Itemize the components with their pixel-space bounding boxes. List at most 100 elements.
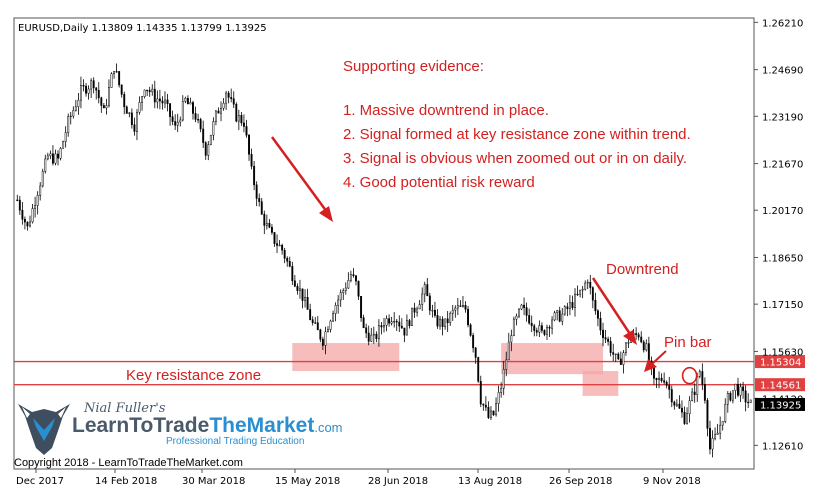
evidence-item-2: 2. Signal formed at key resistance zone … bbox=[343, 126, 691, 143]
brand-suffix: .com bbox=[314, 420, 342, 435]
candle-body bbox=[248, 134, 250, 155]
candle-body bbox=[34, 205, 37, 209]
time-tick-label: 14 Feb 2018 bbox=[95, 476, 157, 487]
candle-body bbox=[212, 121, 215, 136]
candle-body bbox=[624, 342, 627, 353]
candle-body bbox=[663, 380, 666, 383]
candle-body bbox=[357, 280, 360, 297]
candle-body bbox=[441, 318, 444, 327]
candle-body bbox=[385, 318, 388, 326]
candle-body bbox=[220, 107, 222, 114]
candle-body bbox=[176, 121, 179, 126]
candle-body bbox=[281, 244, 284, 251]
candle-body bbox=[439, 318, 441, 327]
candle-body bbox=[635, 333, 638, 335]
candle-body bbox=[79, 85, 82, 101]
candle-body bbox=[737, 383, 739, 396]
candle-body bbox=[551, 319, 554, 329]
candle-body bbox=[571, 302, 574, 308]
candle-body bbox=[512, 318, 515, 336]
candle-body bbox=[181, 101, 184, 121]
candle-body bbox=[355, 275, 357, 282]
candle-body bbox=[365, 327, 368, 334]
candle-body bbox=[477, 357, 480, 382]
level-price-label-2: 1.14561 bbox=[760, 381, 801, 392]
candle-body bbox=[688, 400, 691, 414]
candle-body bbox=[428, 295, 431, 311]
candle-body bbox=[97, 90, 100, 99]
candle-body bbox=[528, 315, 531, 324]
candle-body bbox=[87, 88, 90, 94]
candle-body bbox=[62, 141, 65, 149]
candle-body bbox=[276, 243, 278, 246]
candle-body bbox=[658, 377, 660, 380]
candle-body bbox=[329, 320, 332, 330]
candle-body bbox=[319, 329, 322, 340]
price-tick-label: 1.24690 bbox=[762, 66, 803, 77]
candle-body bbox=[596, 310, 599, 319]
resistance-zone-3 bbox=[582, 371, 619, 396]
candle-body bbox=[156, 98, 159, 103]
candle-body bbox=[250, 154, 253, 167]
candle-body bbox=[426, 284, 429, 297]
resistance-zone-1 bbox=[292, 343, 400, 372]
candle-body bbox=[230, 97, 233, 99]
evidence-item-1: 1. Massive downtrend in place. bbox=[343, 102, 549, 119]
candle-body bbox=[299, 288, 301, 291]
candle-body bbox=[36, 195, 39, 206]
candle-body bbox=[235, 103, 238, 122]
candle-body bbox=[237, 115, 240, 122]
candle-body bbox=[130, 112, 133, 125]
candle-body bbox=[581, 288, 584, 291]
candle-body bbox=[558, 310, 561, 322]
candle-body bbox=[721, 421, 724, 426]
candle-body bbox=[151, 88, 154, 93]
candle-body bbox=[21, 209, 24, 220]
candle-body bbox=[125, 106, 128, 114]
candle-body bbox=[568, 302, 571, 309]
time-axis: Dec 2017 14 Feb 2018 30 Mar 2018 15 May 201… bbox=[16, 469, 701, 487]
candle-body bbox=[609, 341, 612, 353]
candle-body bbox=[591, 287, 594, 301]
resistance-zone-2 bbox=[501, 343, 604, 375]
candle-body bbox=[619, 358, 622, 365]
candle-body bbox=[604, 337, 607, 340]
candle-body bbox=[576, 293, 579, 296]
candle-body bbox=[207, 144, 210, 156]
candle-body bbox=[169, 103, 172, 117]
candle-body bbox=[268, 222, 271, 228]
candle-body bbox=[553, 312, 556, 321]
candle-body bbox=[665, 381, 668, 386]
candle-body bbox=[123, 94, 126, 108]
candle-body bbox=[566, 306, 569, 309]
candle-body bbox=[92, 80, 95, 89]
candle-body bbox=[110, 73, 113, 88]
candle-body bbox=[617, 353, 620, 360]
candle-body bbox=[479, 381, 482, 405]
candle-body bbox=[217, 110, 220, 114]
candle-body bbox=[23, 218, 26, 223]
current-price-label: 1.13925 bbox=[760, 400, 801, 411]
candle-body bbox=[607, 338, 610, 342]
candle-body bbox=[253, 165, 256, 186]
candle-body bbox=[342, 290, 345, 293]
candle-body bbox=[367, 332, 370, 342]
candle-body bbox=[561, 313, 564, 322]
candle-body bbox=[706, 400, 709, 429]
candle-body bbox=[599, 318, 602, 331]
candle-body bbox=[164, 99, 166, 104]
candle-body bbox=[444, 318, 447, 327]
price-tick-label: 1.23190 bbox=[762, 112, 803, 123]
candle-body bbox=[141, 96, 144, 103]
candle-body bbox=[222, 102, 225, 109]
candle-body bbox=[405, 320, 408, 336]
candle-body bbox=[520, 304, 523, 310]
candle-body bbox=[225, 92, 228, 104]
candle-body bbox=[548, 326, 551, 329]
candle-body bbox=[645, 343, 648, 351]
candle-body bbox=[370, 334, 373, 342]
candle-body bbox=[540, 325, 543, 331]
candle-body bbox=[622, 352, 625, 365]
candle-body bbox=[431, 310, 434, 312]
price-axis: 1.26210 1.24690 1.23190 1.21670 1.20170 1.186… bbox=[754, 18, 805, 452]
